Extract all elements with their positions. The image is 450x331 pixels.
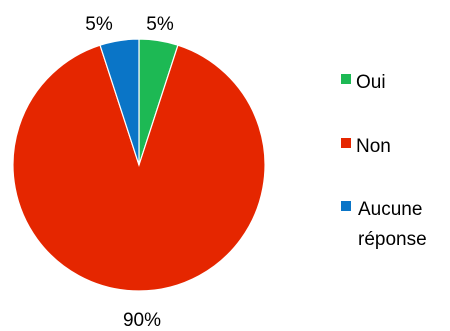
pie-slice-labels: 5% 5% 90%	[85, 14, 174, 331]
pie-slice-aucune-reponse	[99, 38, 140, 166]
legend: Oui Non Aucune réponse	[341, 72, 427, 250]
legend-label-reponse: réponse	[358, 229, 427, 250]
slice-label-aucune: 5%	[85, 14, 113, 35]
pie-slices	[12, 38, 266, 292]
legend-label-oui: Oui	[356, 72, 386, 93]
pie-slice-non	[12, 44, 266, 292]
legend-swatch-aucune-reponse	[341, 201, 351, 211]
legend-label-aucune: Aucune	[358, 199, 422, 220]
legend-swatch-oui	[341, 74, 351, 84]
legend-label-non: Non	[356, 136, 391, 157]
legend-swatch-non	[341, 138, 351, 148]
slice-label-non: 90%	[123, 310, 161, 331]
slice-label-oui: 5%	[146, 14, 174, 35]
